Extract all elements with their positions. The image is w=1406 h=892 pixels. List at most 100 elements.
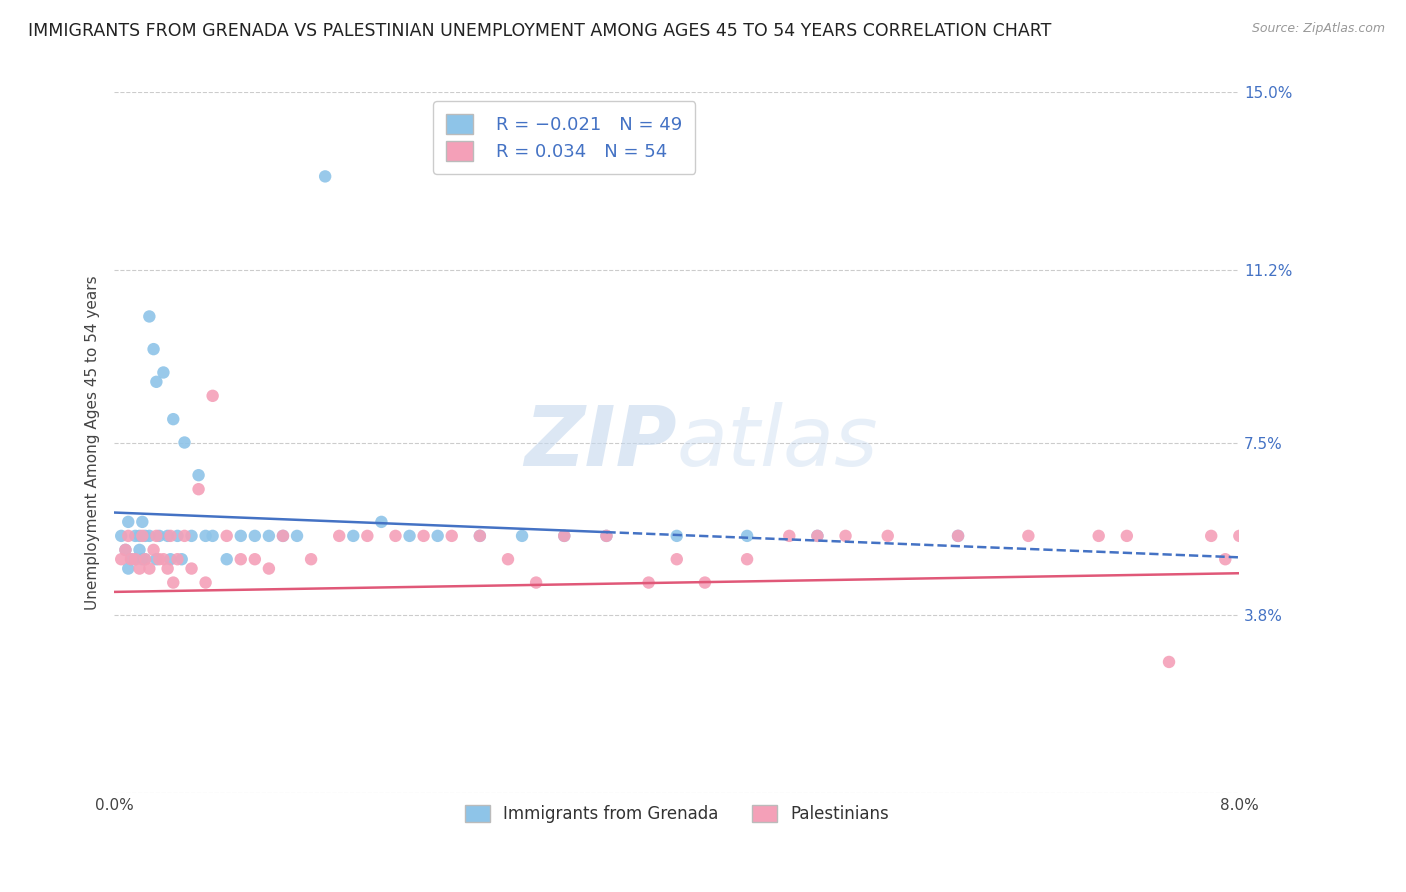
- Point: [128, 561, 150, 575]
- Point: [114, 542, 136, 557]
- Point: [693, 575, 716, 590]
- Point: [187, 482, 209, 496]
- Point: [117, 529, 139, 543]
- Point: [110, 552, 132, 566]
- Point: [162, 412, 184, 426]
- Point: [128, 542, 150, 557]
- Point: [426, 529, 449, 543]
- Point: [496, 552, 519, 566]
- Point: [152, 552, 174, 566]
- Legend: Immigrants from Grenada, Palestinians: Immigrants from Grenada, Palestinians: [454, 795, 898, 833]
- Point: [440, 529, 463, 543]
- Point: [134, 552, 156, 566]
- Point: [152, 366, 174, 380]
- Point: [553, 529, 575, 543]
- Text: IMMIGRANTS FROM GRENADA VS PALESTINIAN UNEMPLOYMENT AMONG AGES 45 TO 54 YEARS CO: IMMIGRANTS FROM GRENADA VS PALESTINIAN U…: [28, 22, 1052, 40]
- Point: [1227, 529, 1250, 543]
- Point: [595, 529, 617, 543]
- Point: [201, 529, 224, 543]
- Point: [946, 529, 969, 543]
- Text: atlas: atlas: [676, 402, 879, 483]
- Point: [194, 529, 217, 543]
- Point: [553, 529, 575, 543]
- Point: [124, 552, 146, 566]
- Point: [131, 529, 153, 543]
- Point: [156, 529, 179, 543]
- Point: [173, 435, 195, 450]
- Point: [187, 468, 209, 483]
- Point: [180, 561, 202, 575]
- Point: [510, 529, 533, 543]
- Point: [159, 529, 181, 543]
- Point: [342, 529, 364, 543]
- Point: [1087, 529, 1109, 543]
- Point: [735, 529, 758, 543]
- Point: [124, 552, 146, 566]
- Point: [806, 529, 828, 543]
- Y-axis label: Unemployment Among Ages 45 to 54 years: Unemployment Among Ages 45 to 54 years: [86, 276, 100, 610]
- Point: [145, 529, 167, 543]
- Point: [117, 515, 139, 529]
- Point: [1157, 655, 1180, 669]
- Point: [285, 529, 308, 543]
- Point: [120, 552, 142, 566]
- Point: [834, 529, 856, 543]
- Point: [134, 529, 156, 543]
- Point: [170, 552, 193, 566]
- Point: [134, 552, 156, 566]
- Point: [1199, 529, 1222, 543]
- Point: [166, 552, 188, 566]
- Point: [159, 552, 181, 566]
- Point: [665, 552, 688, 566]
- Text: ZIP: ZIP: [524, 402, 676, 483]
- Point: [735, 552, 758, 566]
- Point: [314, 169, 336, 184]
- Point: [946, 529, 969, 543]
- Point: [215, 529, 238, 543]
- Point: [148, 552, 170, 566]
- Point: [128, 529, 150, 543]
- Point: [229, 529, 252, 543]
- Point: [271, 529, 294, 543]
- Point: [201, 389, 224, 403]
- Point: [384, 529, 406, 543]
- Point: [142, 342, 165, 356]
- Point: [1115, 529, 1137, 543]
- Point: [215, 552, 238, 566]
- Point: [299, 552, 322, 566]
- Point: [257, 529, 280, 543]
- Point: [412, 529, 434, 543]
- Point: [271, 529, 294, 543]
- Point: [173, 529, 195, 543]
- Point: [243, 552, 266, 566]
- Point: [524, 575, 547, 590]
- Point: [806, 529, 828, 543]
- Point: [156, 561, 179, 575]
- Point: [117, 561, 139, 575]
- Point: [138, 561, 160, 575]
- Point: [637, 575, 659, 590]
- Point: [142, 542, 165, 557]
- Point: [145, 552, 167, 566]
- Point: [114, 542, 136, 557]
- Point: [194, 575, 217, 590]
- Point: [370, 515, 392, 529]
- Point: [665, 529, 688, 543]
- Point: [162, 575, 184, 590]
- Point: [468, 529, 491, 543]
- Point: [778, 529, 800, 543]
- Point: [120, 552, 142, 566]
- Point: [876, 529, 898, 543]
- Point: [124, 529, 146, 543]
- Point: [468, 529, 491, 543]
- Point: [131, 515, 153, 529]
- Point: [180, 529, 202, 543]
- Point: [328, 529, 350, 543]
- Point: [131, 552, 153, 566]
- Point: [145, 375, 167, 389]
- Point: [138, 310, 160, 324]
- Point: [1017, 529, 1039, 543]
- Point: [257, 561, 280, 575]
- Point: [398, 529, 420, 543]
- Point: [1213, 552, 1236, 566]
